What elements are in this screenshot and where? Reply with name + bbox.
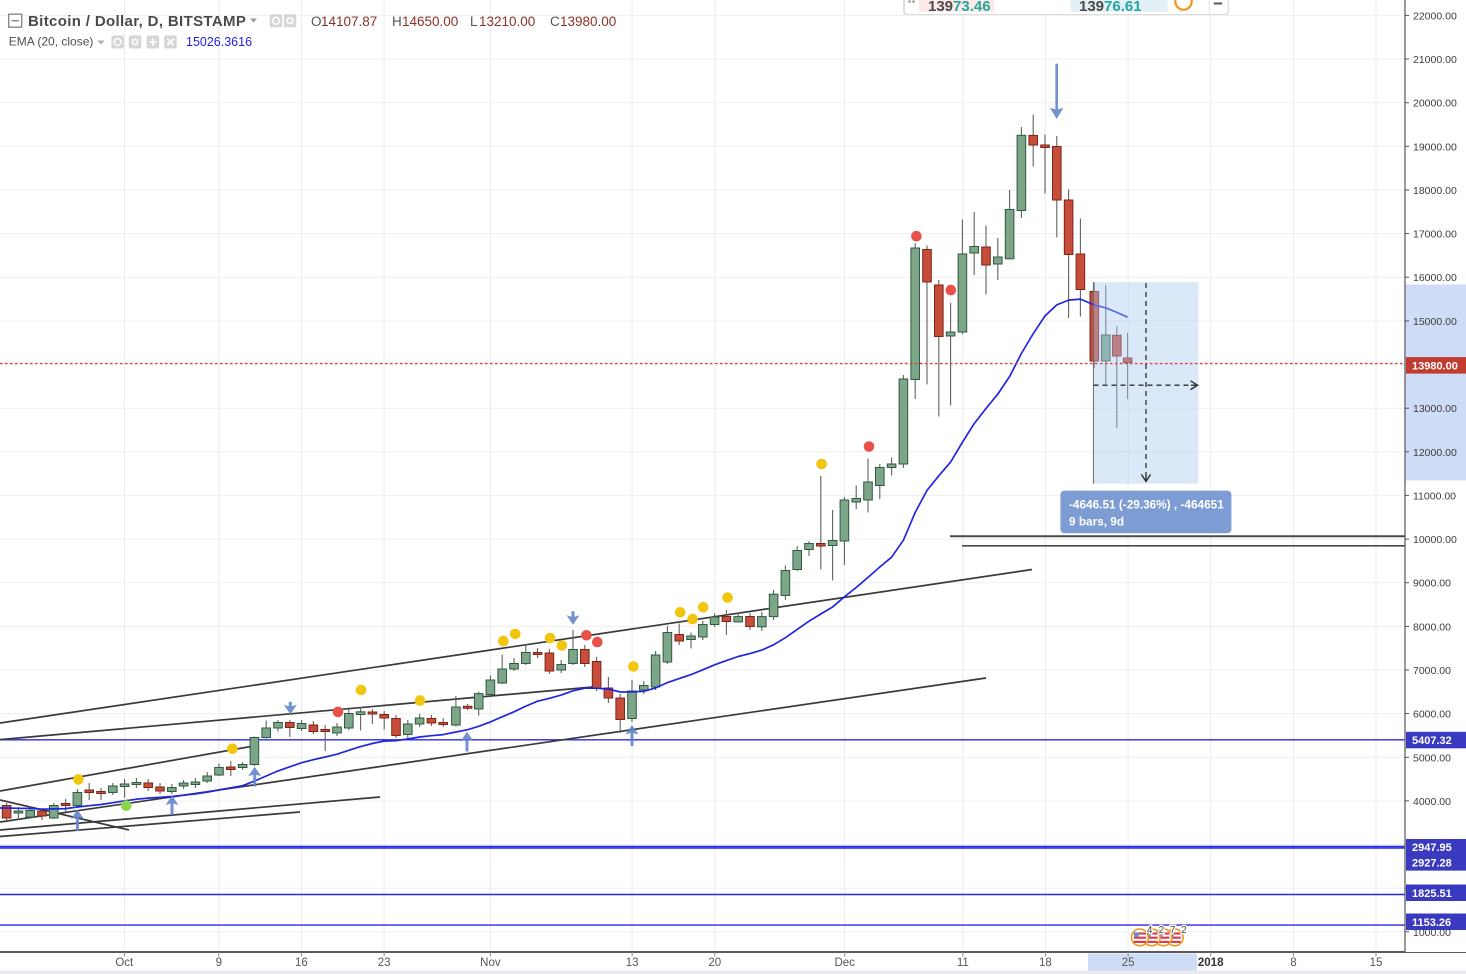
svg-text:2018: 2018 <box>1198 957 1224 969</box>
svg-text:17000.00: 17000.00 <box>1413 229 1457 241</box>
svg-text:11000.00: 11000.00 <box>1413 490 1456 502</box>
svg-text:15000.00: 15000.00 <box>1413 316 1457 328</box>
svg-text:19000.00: 19000.00 <box>1413 141 1457 153</box>
svg-text:1825.51: 1825.51 <box>1412 888 1452 900</box>
svg-text:14650.00: 14650.00 <box>402 14 458 29</box>
svg-text:13210.00: 13210.00 <box>479 14 535 29</box>
svg-text:22000.00: 22000.00 <box>1413 10 1457 22</box>
svg-text:2: 2 <box>1181 925 1187 936</box>
svg-text:13973.46: 13973.46 <box>928 0 991 15</box>
svg-text:15026.3616: 15026.3616 <box>186 35 252 49</box>
svg-text:L: L <box>470 14 478 29</box>
svg-text:15: 15 <box>1370 957 1383 969</box>
svg-text:C: C <box>550 14 560 29</box>
svg-text:Nov: Nov <box>480 957 501 969</box>
svg-text:2: 2 <box>1159 925 1165 936</box>
svg-text:13976.61: 13976.61 <box>1079 0 1142 15</box>
svg-text:H: H <box>392 14 402 29</box>
svg-text:13980.00: 13980.00 <box>1412 360 1458 372</box>
svg-text:9: 9 <box>216 957 222 969</box>
svg-text:18000.00: 18000.00 <box>1413 185 1457 197</box>
svg-text:11: 11 <box>957 957 969 969</box>
svg-text:13980.00: 13980.00 <box>560 14 616 29</box>
svg-text:7000.00: 7000.00 <box>1413 665 1451 677</box>
svg-text:25: 25 <box>1122 957 1135 969</box>
svg-text:9000.00: 9000.00 <box>1413 578 1451 590</box>
svg-text:Dec: Dec <box>834 957 855 969</box>
svg-text:18: 18 <box>1039 957 1052 969</box>
svg-text:Bitcoin / Dollar, D, BITSTAMP: Bitcoin / Dollar, D, BITSTAMP <box>28 13 246 30</box>
svg-text:5000.00: 5000.00 <box>1413 752 1451 764</box>
svg-text:2927.28: 2927.28 <box>1412 857 1452 869</box>
svg-text:EMA (20, close): EMA (20, close) <box>9 35 94 49</box>
svg-text:2947.95: 2947.95 <box>1412 842 1452 854</box>
svg-text:20000.00: 20000.00 <box>1413 98 1457 110</box>
svg-text:21000.00: 21000.00 <box>1413 54 1457 66</box>
svg-text:4: 4 <box>1147 925 1153 936</box>
svg-text:7: 7 <box>1170 925 1176 936</box>
svg-text:8000.00: 8000.00 <box>1413 621 1451 633</box>
svg-text:4000.00: 4000.00 <box>1413 796 1451 808</box>
svg-text:10000.00: 10000.00 <box>1413 534 1457 546</box>
svg-text:13000.00: 13000.00 <box>1413 403 1457 415</box>
svg-text:13: 13 <box>626 957 639 969</box>
svg-text:6000.00: 6000.00 <box>1413 709 1451 721</box>
svg-text:16000.00: 16000.00 <box>1413 272 1457 284</box>
svg-text:1153.26: 1153.26 <box>1412 917 1451 929</box>
svg-text:Oct: Oct <box>115 957 134 969</box>
svg-text:9 bars, 9d: 9 bars, 9d <box>1069 515 1124 529</box>
svg-text:23: 23 <box>378 957 391 969</box>
svg-text:5407.32: 5407.32 <box>1412 735 1452 747</box>
svg-text:20: 20 <box>708 957 721 969</box>
svg-text:-4646.51 (-29.36%) , -464651: -4646.51 (-29.36%) , -464651 <box>1069 498 1224 512</box>
svg-text:16: 16 <box>295 957 308 969</box>
svg-text:O: O <box>311 14 322 29</box>
svg-text:8: 8 <box>1290 957 1296 969</box>
svg-text:14107.87: 14107.87 <box>321 14 377 29</box>
svg-text:12000.00: 12000.00 <box>1413 447 1457 459</box>
